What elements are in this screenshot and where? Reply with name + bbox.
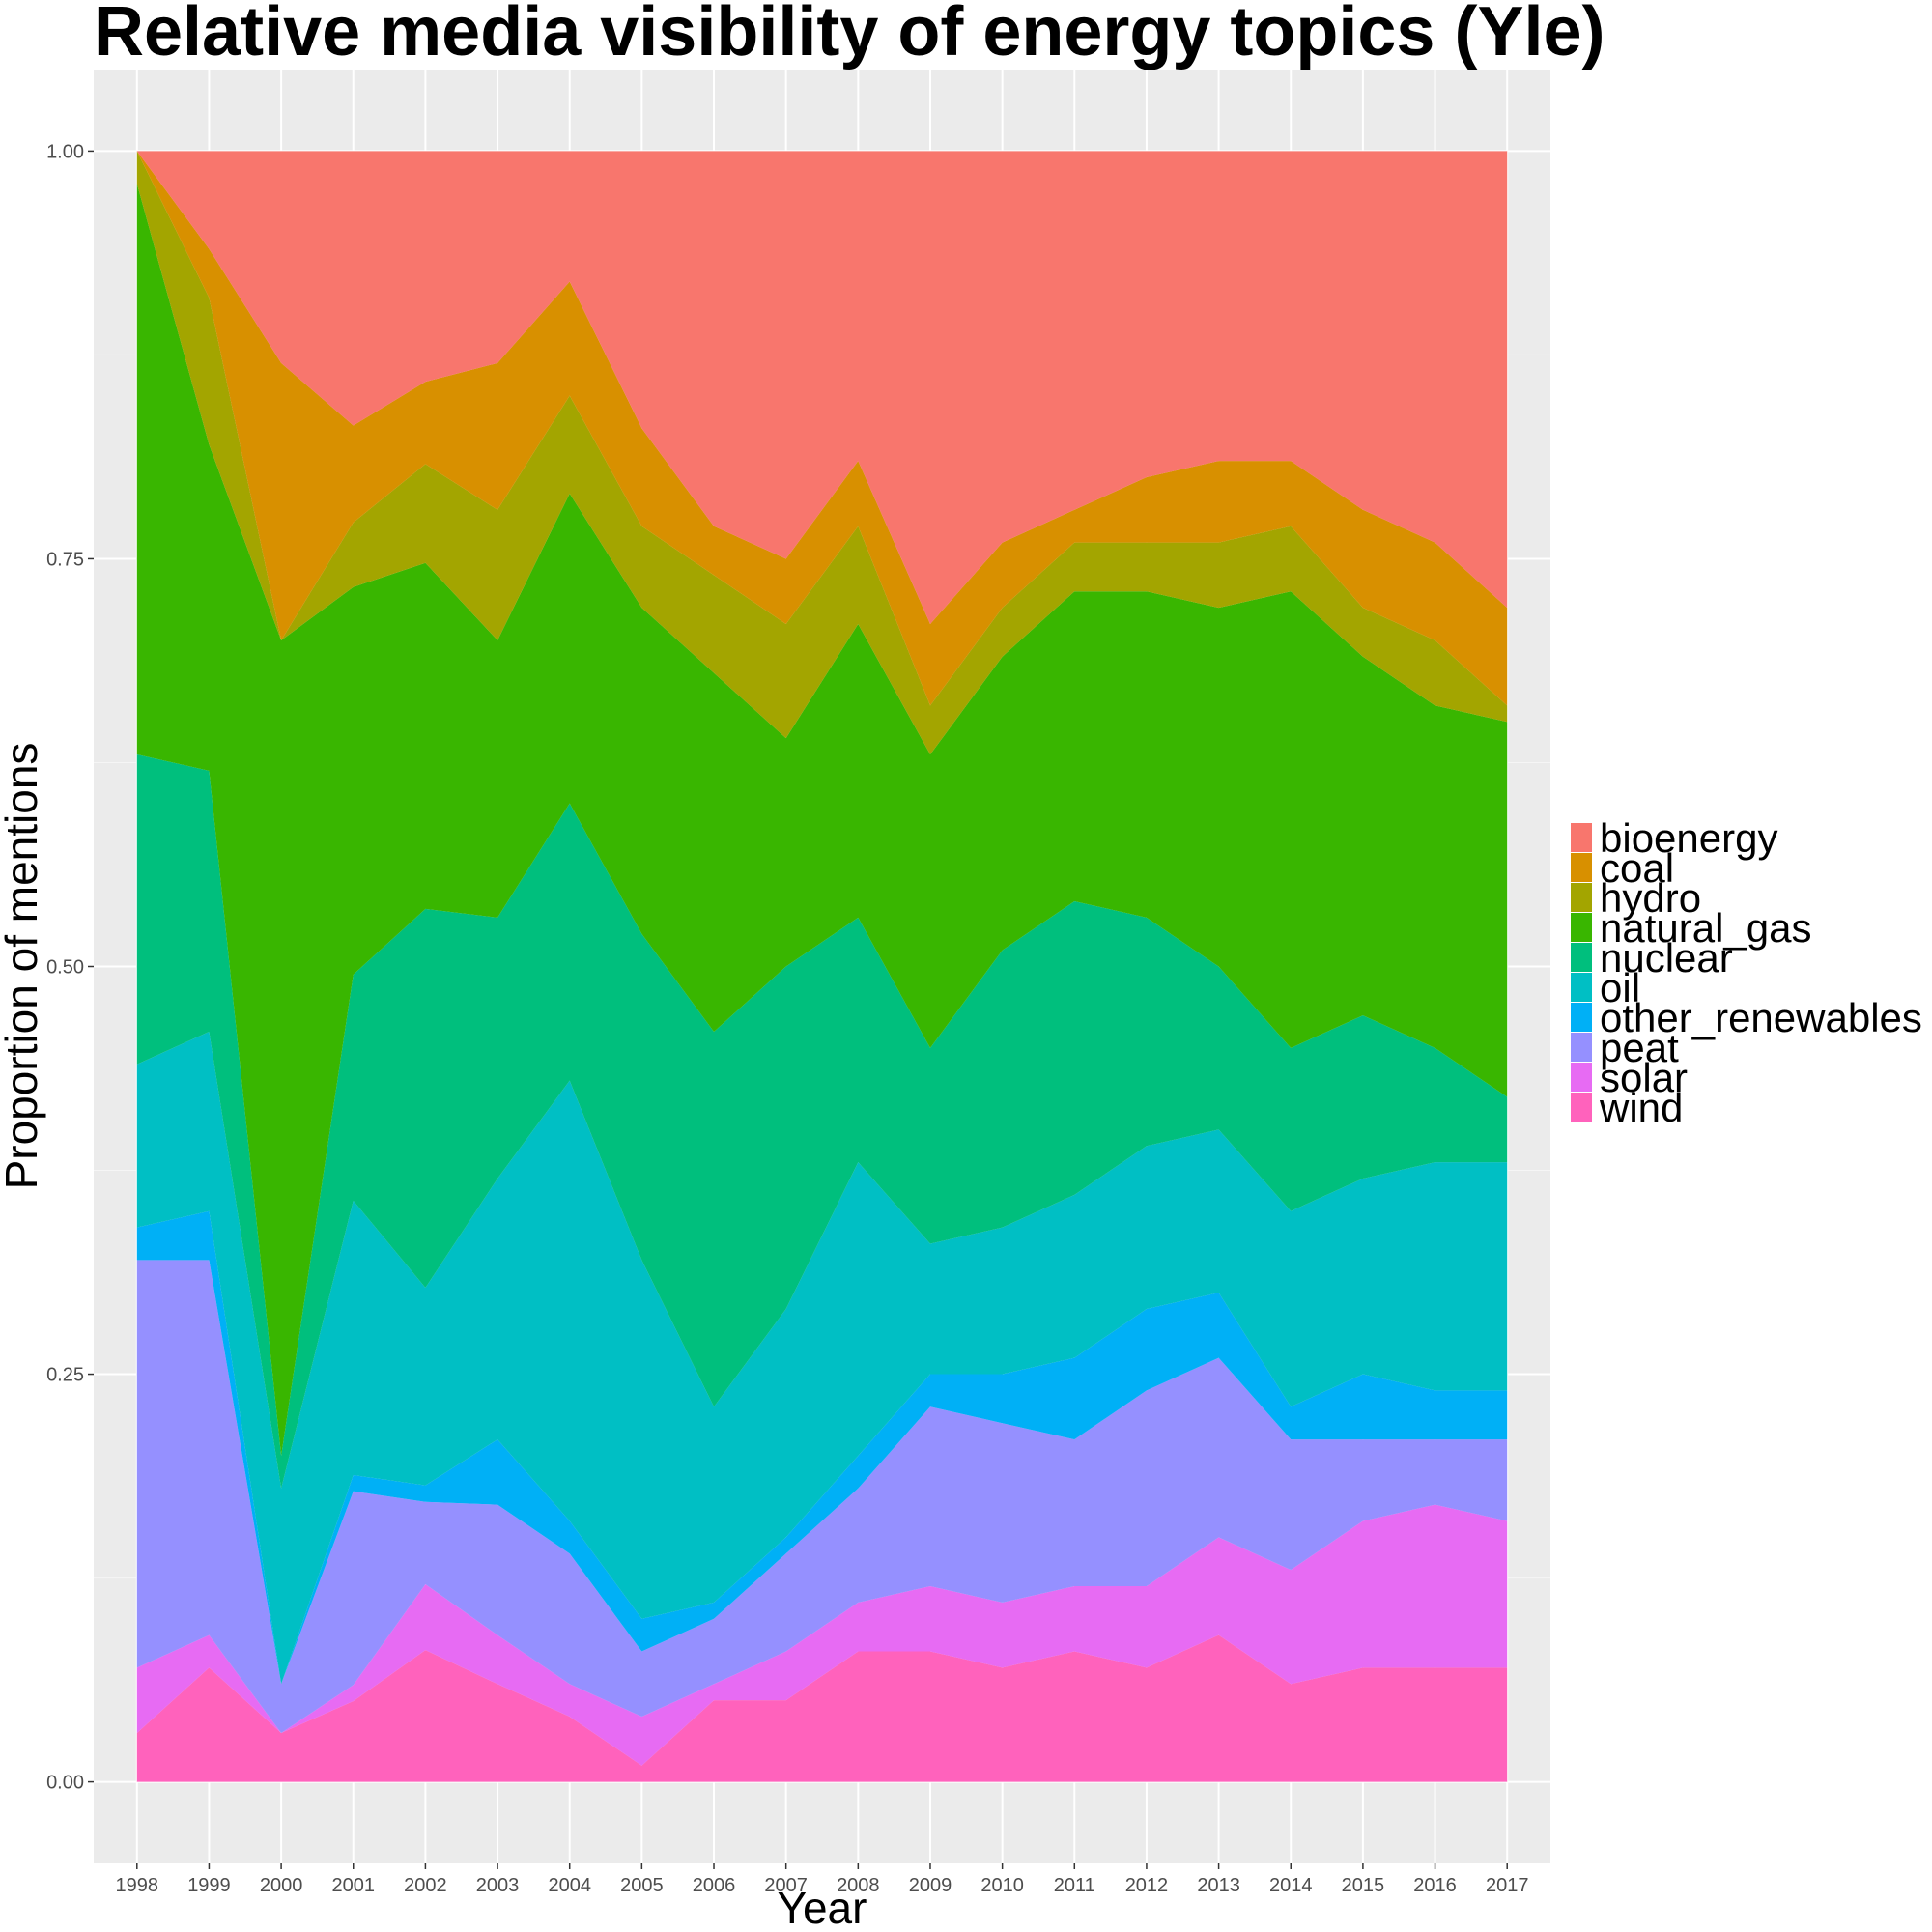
legend-item-bioenergy: bioenergy (1571, 815, 1777, 861)
x-tick-label: 2016 (1413, 1875, 1457, 1896)
area-coal (136, 151, 1508, 706)
chart-title: Relative media visibility of energy topi… (94, 0, 1605, 71)
x-tick-label: 2000 (260, 1875, 303, 1896)
x-tick-label: 2002 (404, 1875, 447, 1896)
legend-item-natural-gas: natural_gas (1571, 905, 1812, 951)
area-natural-gas (136, 184, 1508, 1456)
legend-label: bioenergy (1600, 815, 1777, 861)
y-tick-label: 0.50 (46, 957, 84, 979)
x-tick-label: 1998 (116, 1875, 159, 1896)
y-tick-label: 0.00 (46, 1773, 84, 1794)
legend-swatch (1571, 1033, 1592, 1062)
y-tick-label: 0.25 (46, 1365, 84, 1386)
x-tick-label: 2001 (332, 1875, 376, 1896)
x-tick-label: 2014 (1269, 1875, 1313, 1896)
x-tick-label: 2005 (620, 1875, 664, 1896)
area-other-renewables (136, 1210, 1508, 1685)
x-tick-label: 2011 (1054, 1875, 1095, 1896)
area-oil (136, 1032, 1508, 1685)
legend-item-solar: solar (1571, 1055, 1688, 1100)
y-axis: 0.00 0.25 0.50 0.75 1.00 (46, 141, 94, 1794)
legend-label: nuclear (1600, 935, 1733, 980)
legend-swatch (1571, 1093, 1592, 1122)
y-tick-label: 1.00 (46, 141, 84, 162)
legend-label: natural_gas (1600, 905, 1812, 951)
legend-swatch (1571, 853, 1592, 882)
legend-label: coal (1600, 845, 1674, 891)
x-tick-label: 2010 (980, 1875, 1024, 1896)
y-tick-label: 0.75 (46, 549, 84, 570)
x-tick-label: 1999 (187, 1875, 231, 1896)
legend-item-other-renewables: other_renewables (1571, 995, 1922, 1040)
y-axis-title: Proportion of mentions (0, 743, 46, 1190)
legend-label: peat (1600, 1025, 1679, 1070)
x-tick-label: 2012 (1125, 1875, 1169, 1896)
legend-item-oil: oil (1571, 965, 1640, 1010)
x-tick-label: 2009 (909, 1875, 952, 1896)
legend-item-coal: coal (1571, 845, 1674, 891)
legend-label: hydro (1600, 875, 1701, 921)
legend-swatch (1571, 913, 1592, 942)
x-tick-label: 2013 (1197, 1875, 1240, 1896)
legend: bioenergycoalhydronatural_gasnuclearoilo… (1571, 815, 1922, 1130)
legend-swatch (1571, 883, 1592, 912)
legend-swatch (1571, 943, 1592, 972)
legend-label: wind (1599, 1085, 1683, 1130)
area-peat (136, 1260, 1508, 1733)
area-nuclear (136, 754, 1508, 1489)
x-axis: 1998 1999 2000 2001 2002 2003 2004 2005 2006 2007… (116, 1863, 1529, 1896)
x-tick-label: 2006 (693, 1875, 736, 1896)
area-solar (136, 1504, 1508, 1766)
area-hydro (136, 151, 1508, 755)
legend-swatch (1571, 973, 1592, 1002)
legend-swatch (1571, 1003, 1592, 1032)
legend-label: solar (1600, 1055, 1688, 1100)
legend-item-wind: wind (1571, 1085, 1683, 1130)
legend-item-nuclear: nuclear (1571, 935, 1733, 980)
x-tick-label: 2004 (548, 1875, 591, 1896)
x-tick-label: 2003 (476, 1875, 520, 1896)
legend-swatch (1571, 823, 1592, 852)
legend-swatch (1571, 1063, 1592, 1092)
x-tick-label: 2017 (1486, 1875, 1529, 1896)
area-series-group (136, 151, 1508, 1782)
legend-label: oil (1600, 965, 1640, 1010)
x-tick-label: 2008 (837, 1875, 880, 1896)
area-bioenergy (136, 151, 1508, 624)
area-wind (136, 1634, 1508, 1782)
x-tick-label: 2007 (764, 1875, 808, 1896)
x-axis-title: Year (778, 1883, 867, 1932)
legend-item-peat: peat (1571, 1025, 1679, 1070)
x-tick-label: 2015 (1342, 1875, 1385, 1896)
legend-label: other_renewables (1600, 995, 1922, 1040)
legend-item-hydro: hydro (1571, 875, 1701, 921)
